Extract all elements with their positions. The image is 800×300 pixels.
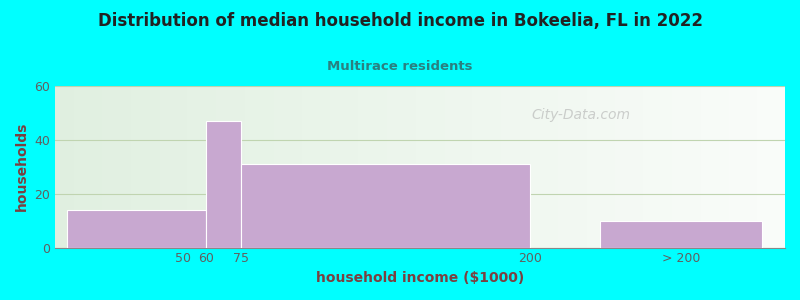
Bar — [600, 221, 762, 247]
Bar — [241, 164, 530, 248]
Text: City-Data.com: City-Data.com — [531, 108, 630, 122]
Y-axis label: households: households — [15, 122, 29, 212]
Text: Multirace residents: Multirace residents — [327, 60, 473, 73]
Bar — [206, 121, 241, 248]
X-axis label: household income ($1000): household income ($1000) — [316, 271, 524, 285]
Text: Distribution of median household income in Bokeelia, FL in 2022: Distribution of median household income … — [98, 12, 702, 30]
Bar — [67, 210, 206, 248]
